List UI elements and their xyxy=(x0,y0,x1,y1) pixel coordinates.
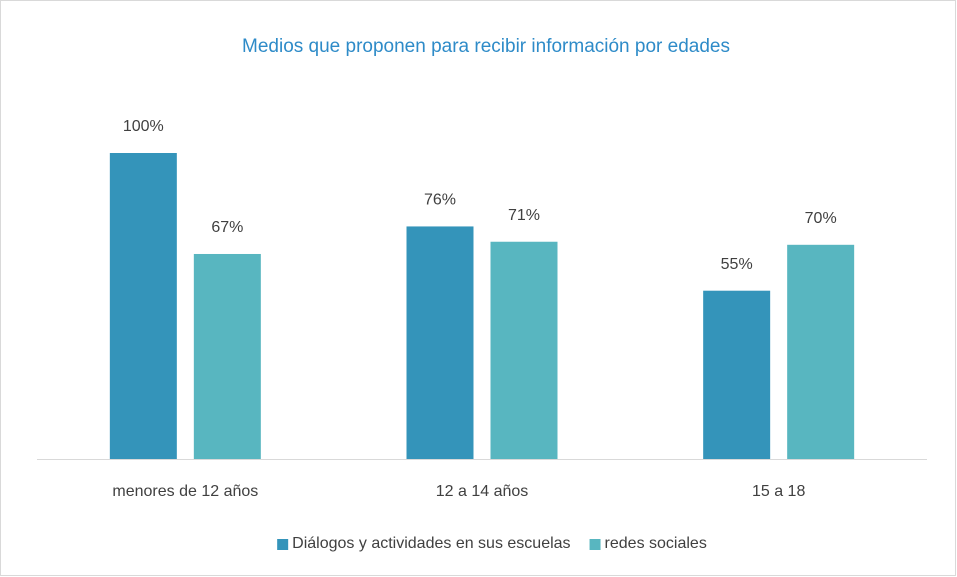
chart-title: Medios que proponen para recibir informa… xyxy=(242,36,730,57)
data-label: 100% xyxy=(123,118,164,135)
legend-swatch xyxy=(589,539,601,550)
bar xyxy=(193,253,261,459)
data-label: 76% xyxy=(424,192,456,209)
legend-label: redes sociales xyxy=(605,535,707,552)
bar xyxy=(703,290,771,459)
bar xyxy=(109,153,177,459)
bar xyxy=(406,226,474,459)
data-label: 70% xyxy=(805,210,837,227)
x-tick-label: 12 a 14 años xyxy=(436,483,529,500)
x-tick-label: menores de 12 años xyxy=(112,483,258,500)
legend-swatch xyxy=(277,539,289,550)
x-tick-label: 15 a 18 xyxy=(752,483,805,500)
data-label: 71% xyxy=(508,207,540,224)
bar xyxy=(490,241,558,459)
data-label: 67% xyxy=(211,219,243,236)
data-label: 55% xyxy=(721,256,753,273)
bar xyxy=(787,244,855,459)
legend-label: Diálogos y actividades en sus escuelas xyxy=(292,535,570,552)
